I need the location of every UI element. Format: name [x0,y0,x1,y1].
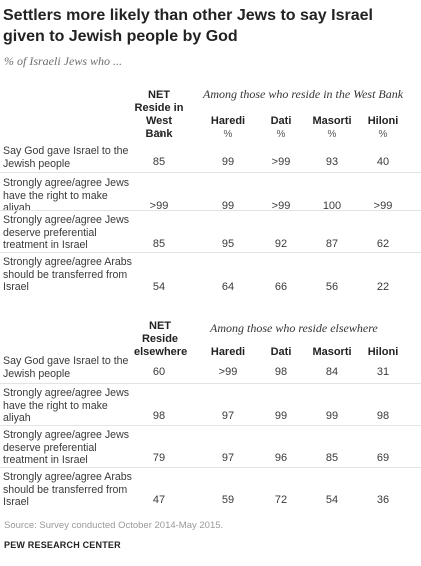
row-divider [0,425,421,426]
west_bank-row-value: 87 [325,238,339,250]
west_bank-row-value: >99 [149,200,169,212]
west_bank-row-value: 99 [221,200,235,212]
elsewhere-row-value: 72 [274,494,288,506]
elsewhere-row-value: 99 [274,410,288,422]
west_bank-row-value: 56 [325,281,339,293]
row-divider [0,210,421,211]
elsewhere-row-value: 59 [221,494,235,506]
west_bank-row-value: >99 [271,156,291,168]
elsewhere-row-value: 85 [325,452,339,464]
elsewhere-row-value: 98 [274,366,288,378]
elsewhere-row-value: 47 [152,494,166,506]
elsewhere-col-masorti: Masorti [312,346,352,358]
elsewhere-row-value: 98 [376,410,390,422]
row-divider [0,467,421,468]
elsewhere-row-value: 79 [152,452,166,464]
organization-label: PEW RESEARCH CENTER [4,540,121,550]
source-note: Source: Survey conducted October 2014-Ma… [4,520,224,531]
elsewhere-col-dati: Dati [270,346,292,358]
percent-sign: % [327,129,337,140]
chart-title: Settlers more likely than other Jews to … [3,7,373,45]
west_bank-row-label: Strongly agree/agree Jews deserve prefer… [3,214,130,251]
percent-sign: % [223,129,233,140]
elsewhere-row-value: 31 [376,366,390,378]
west_bank-row-value: 66 [274,281,288,293]
west_bank-row-value: 54 [152,281,166,293]
percent-sign: % [154,129,164,140]
row-divider [0,383,421,384]
west_bank-row-value: 64 [221,281,235,293]
elsewhere-row-value: 69 [376,452,390,464]
west_bank-row-value: 93 [325,156,339,168]
percent-sign: % [378,129,388,140]
elsewhere-row-value: 60 [152,366,166,378]
west_bank-row-value: 40 [376,156,390,168]
percent-sign: % [276,129,286,140]
west_bank-row-value: 62 [376,238,390,250]
west_bank-row-label: Say God gave Israel to the Jewish people [3,145,129,170]
west-bank-col-dati: Dati [270,115,292,127]
row-divider [0,252,421,253]
elsewhere-row-value: 96 [274,452,288,464]
west_bank-row-value: >99 [271,200,291,212]
elsewhere-row-label: Strongly agree/agree Jews deserve prefer… [3,429,130,466]
west-bank-col-masorti: Masorti [312,115,352,127]
west-bank-col-haredi: Haredi [210,115,246,127]
west_bank-row-value: >99 [373,200,393,212]
elsewhere-row-label: Strongly agree/agree Jews have the right… [3,387,130,424]
west-bank-among-label: Among those who reside in the West Bank [203,87,404,101]
elsewhere-col-hiloni: Hiloni [367,346,399,358]
elsewhere-row-value: 98 [152,410,166,422]
net-elsewhere-header: NET Reside elsewhere [134,320,188,358]
elsewhere-row-value: 54 [325,494,339,506]
elsewhere-row-label: Strongly agree/agree Arabs should be tra… [3,471,132,508]
net-west-bank-header: NET Reside in West Bank [134,89,184,140]
west_bank-row-value: 99 [221,156,235,168]
elsewhere-col-haredi: Haredi [210,346,246,358]
chart-subtitle: % of Israeli Jews who ... [4,54,122,68]
elsewhere-row-value: >99 [218,366,238,378]
west_bank-row-value: 85 [152,238,166,250]
west_bank-row-value: 95 [221,238,235,250]
west_bank-row-value: 22 [376,281,390,293]
elsewhere-row-value: 97 [221,410,235,422]
west_bank-row-label: Strongly agree/agree Arabs should be tra… [3,256,132,293]
row-divider [0,172,421,173]
west_bank-row-value: 100 [322,200,342,212]
west-bank-col-hiloni: Hiloni [367,115,399,127]
west_bank-row-label: Strongly agree/agree Jews have the right… [3,177,130,214]
elsewhere-row-label: Say God gave Israel to the Jewish people [3,355,129,380]
elsewhere-row-value: 99 [325,410,339,422]
elsewhere-row-value: 97 [221,452,235,464]
elsewhere-row-value: 36 [376,494,390,506]
elsewhere-row-value: 84 [325,366,339,378]
west_bank-row-value: 85 [152,156,166,168]
west_bank-row-value: 92 [274,238,288,250]
elsewhere-among-label: Among those who reside elsewhere [210,321,378,335]
